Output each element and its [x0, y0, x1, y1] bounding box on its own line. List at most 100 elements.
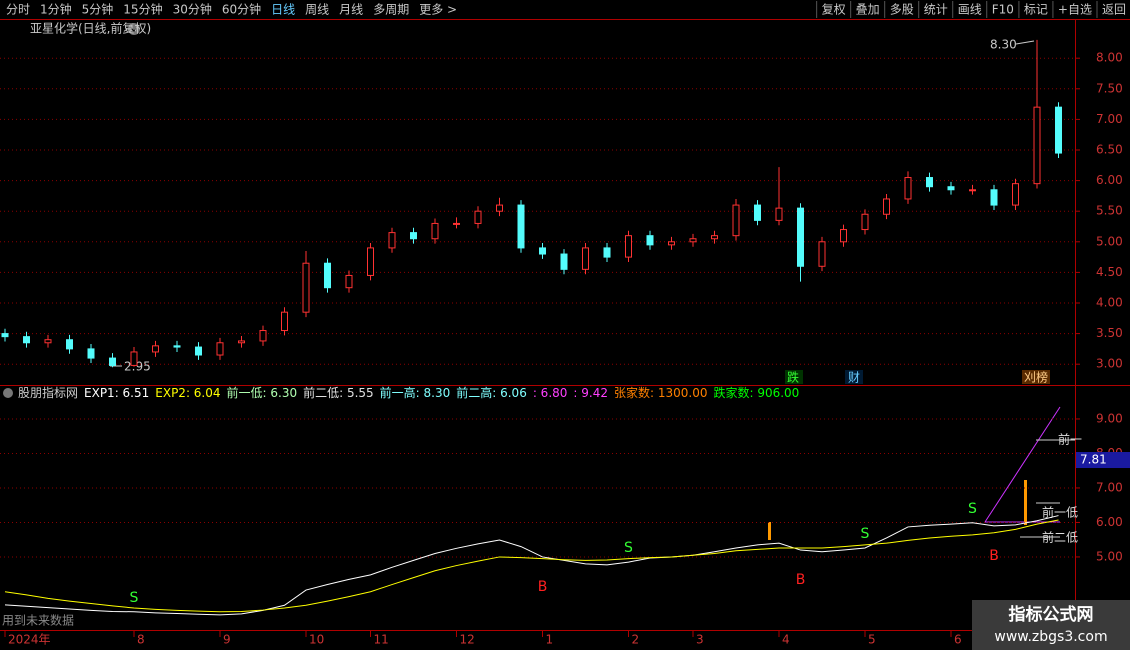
- y-tick-label: 7.50: [1096, 81, 1123, 95]
- watermark: 指标公式网: [1009, 604, 1094, 625]
- candle-body: [496, 204, 503, 212]
- x-tick-label: 8: [137, 633, 145, 647]
- candle-body: [517, 204, 525, 249]
- high-label: 8.30: [990, 38, 1017, 52]
- candle-body: [754, 204, 761, 221]
- signal-label: S: [968, 501, 977, 517]
- watermark-url: www.zbgs3.com: [994, 629, 1107, 645]
- toolbar-button[interactable]: F10: [992, 3, 1014, 17]
- toolbar-tab[interactable]: 分时: [6, 3, 30, 17]
- candle-body: [732, 204, 740, 237]
- title-menu-icon[interactable]: [128, 23, 140, 35]
- legend-entry: : 9.42: [573, 386, 608, 400]
- candle-body: [775, 207, 783, 221]
- candle-body: [23, 336, 30, 344]
- highlight-bar: [1024, 480, 1027, 525]
- toolbar-button[interactable]: 标记: [1024, 3, 1048, 17]
- candle-body: [947, 186, 955, 191]
- event-marker[interactable]: 刈榜: [1024, 370, 1048, 385]
- candle-body: [44, 339, 52, 344]
- x-tick-label: 10: [309, 633, 324, 647]
- x-tick-label: 11: [374, 633, 389, 647]
- y-tick-label: 7.00: [1096, 112, 1123, 126]
- candle-body: [582, 247, 589, 270]
- candle-body: [1055, 106, 1062, 154]
- legend-entry: 前二低: 5.55: [303, 385, 374, 400]
- toolbar-button[interactable]: 复权: [822, 3, 846, 17]
- toolbar-tab[interactable]: 多周期: [373, 3, 409, 17]
- high-arrow: [1015, 40, 1035, 45]
- y-tick-label: 5.00: [1096, 234, 1123, 248]
- candle-body: [969, 189, 976, 192]
- toolbar-tab[interactable]: 1分钟: [40, 2, 72, 17]
- highlight-bar: [768, 522, 771, 540]
- y-tick-label: 7.00: [1096, 480, 1123, 494]
- candle-body: [668, 241, 675, 246]
- candle-body: [560, 253, 568, 270]
- y-tick-label: 6.00: [1096, 515, 1123, 529]
- candle-body: [474, 210, 482, 224]
- toolbar-tab[interactable]: 日线: [271, 3, 295, 17]
- toolbar-button[interactable]: 多股: [890, 3, 914, 17]
- y-tick-label: 4.50: [1096, 265, 1123, 279]
- level-label: 前一: [1058, 432, 1082, 447]
- toolbar-tab[interactable]: 5分钟: [82, 2, 114, 17]
- candle-body: [324, 262, 331, 289]
- toolbar-tab[interactable]: 月线: [339, 3, 363, 17]
- signal-label: S: [624, 540, 633, 556]
- candle-body: [66, 339, 73, 350]
- event-box[interactable]: [785, 370, 803, 384]
- level-label: 前二低: [1042, 530, 1078, 545]
- x-tick-label: 3: [696, 633, 704, 647]
- candle-body: [1, 333, 9, 338]
- toolbar-tab[interactable]: 更多 >: [419, 3, 457, 17]
- toolbar-button[interactable]: 叠加: [856, 3, 880, 17]
- candle-body: [904, 177, 912, 200]
- toolbar-tab[interactable]: 周线: [305, 3, 329, 17]
- event-marker[interactable]: 跌: [787, 370, 799, 385]
- y-tick-label: 9.00: [1096, 411, 1123, 425]
- toolbar-button[interactable]: +自选: [1058, 3, 1092, 17]
- candle-body: [646, 235, 654, 246]
- event-marker[interactable]: 财: [848, 371, 860, 385]
- signal-label: B: [538, 579, 548, 595]
- last-value-box: [1076, 452, 1130, 469]
- candle-body: [216, 342, 224, 356]
- stock-title: 亚星化学(日线,前复权): [30, 21, 151, 36]
- event-box[interactable]: [1022, 370, 1050, 384]
- level-label: 前一低: [1042, 505, 1078, 520]
- toolbar-button[interactable]: 统计: [924, 3, 948, 17]
- candle-body: [152, 345, 159, 353]
- event-box[interactable]: [845, 370, 863, 384]
- toolbar-tab[interactable]: 15分钟: [123, 2, 162, 17]
- legend-entry: 张家数: 1300.00: [614, 385, 707, 400]
- indicator-menu-icon[interactable]: [3, 388, 13, 398]
- candle-body: [259, 330, 267, 342]
- toolbar-button[interactable]: 画线: [958, 3, 982, 17]
- candle-body: [173, 345, 181, 348]
- indicator-line: [4, 515, 1059, 616]
- candle-body: [195, 346, 202, 356]
- legend-entry: 跌家数: 906.00: [713, 385, 799, 400]
- signal-label: S: [861, 526, 870, 542]
- signal-label: S: [130, 590, 139, 606]
- candle-body: [818, 241, 826, 267]
- candle-body: [345, 274, 353, 289]
- candle-body: [926, 177, 933, 188]
- last-value: 7.81: [1080, 453, 1107, 467]
- candle-body: [87, 348, 95, 359]
- x-tick-label: 4: [782, 633, 790, 647]
- y-tick-label: 6.00: [1096, 173, 1123, 187]
- candle-body: [625, 235, 632, 258]
- watermark-box: [972, 600, 1130, 650]
- candle-body: [410, 232, 417, 240]
- toolbar-tab[interactable]: 60分钟: [222, 2, 261, 17]
- x-tick-label: 2: [632, 633, 640, 647]
- toolbar-tab[interactable]: 30分钟: [173, 2, 212, 17]
- candle-body: [990, 189, 998, 206]
- y-tick-label: 5.50: [1096, 204, 1123, 218]
- toolbar-button[interactable]: 返回: [1102, 3, 1126, 17]
- candle-body: [861, 213, 869, 231]
